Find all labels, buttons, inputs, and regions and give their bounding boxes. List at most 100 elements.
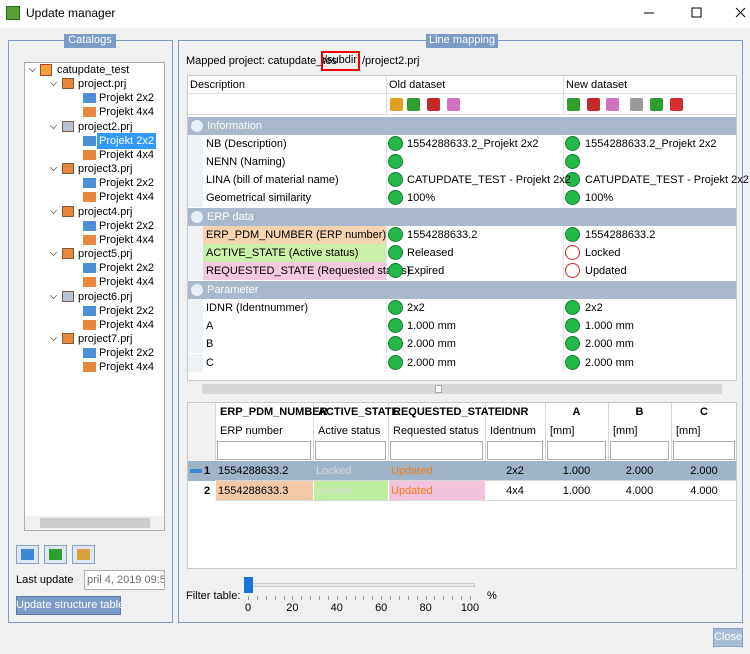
row-description: A bbox=[206, 320, 214, 332]
tree-part[interactable]: Projekt 2x2 bbox=[99, 304, 155, 317]
close-button[interactable] bbox=[713, 628, 743, 647]
status-ok-icon bbox=[565, 190, 580, 205]
group-collapse[interactable] bbox=[191, 211, 203, 223]
action-icon[interactable] bbox=[587, 98, 600, 111]
maximize-button[interactable] bbox=[691, 7, 702, 18]
column-filter-input[interactable] bbox=[217, 441, 311, 460]
tree-root[interactable]: catupdate_test bbox=[57, 64, 130, 76]
tree-project[interactable]: project6.prj bbox=[78, 290, 133, 303]
cell-separator bbox=[563, 226, 564, 244]
group-collapse[interactable] bbox=[191, 120, 203, 132]
column-subheader: [mm] bbox=[550, 425, 575, 437]
action-icon[interactable] bbox=[407, 98, 420, 111]
cell-border bbox=[608, 480, 671, 481]
cell-separator bbox=[386, 335, 387, 353]
column-separator bbox=[313, 403, 314, 501]
column-subheader: Requested status bbox=[393, 425, 479, 437]
table-cell: 1.000 bbox=[562, 465, 591, 477]
tree-project[interactable]: project7.prj bbox=[78, 333, 133, 345]
app-icon bbox=[6, 6, 20, 20]
tree-part[interactable]: Projekt 2x2 bbox=[99, 347, 155, 359]
new-value: Updated bbox=[585, 265, 627, 277]
slider-tick bbox=[345, 596, 347, 600]
column-filter-input[interactable] bbox=[390, 441, 483, 460]
cell-separator bbox=[563, 153, 564, 171]
part-icon bbox=[83, 149, 96, 160]
cell-border bbox=[313, 480, 388, 481]
slider-tick-label: 0 bbox=[244, 602, 252, 614]
action-icon[interactable] bbox=[567, 98, 580, 111]
tree-part[interactable]: Projekt 4x4 bbox=[99, 191, 155, 203]
tree-project[interactable]: project3.prj bbox=[78, 163, 133, 175]
action-icon[interactable] bbox=[427, 98, 440, 111]
tree-part[interactable]: Projekt 4x4 bbox=[99, 233, 155, 246]
tree-part[interactable]: Projekt 2x2 bbox=[97, 132, 157, 149]
action-icon[interactable] bbox=[650, 98, 663, 111]
column-filter-input[interactable] bbox=[673, 441, 735, 460]
cell-separator bbox=[563, 171, 564, 189]
cell-border bbox=[485, 500, 545, 501]
row-description: REQUESTED_STATE (Requested status) bbox=[206, 265, 411, 277]
column-header: ACTIVE_STATE bbox=[318, 406, 399, 418]
group-collapse[interactable] bbox=[191, 284, 203, 296]
tree-project[interactable]: project2.prj bbox=[78, 120, 133, 133]
tree-project[interactable]: project5.prj bbox=[78, 248, 133, 260]
tree-part[interactable]: Projekt 4x4 bbox=[99, 106, 155, 118]
selected-row[interactable] bbox=[188, 461, 736, 481]
action-icon[interactable] bbox=[670, 98, 683, 111]
tree-part[interactable]: Projekt 4x4 bbox=[99, 361, 155, 373]
row-description: B bbox=[206, 338, 214, 350]
column-filter-input[interactable] bbox=[547, 441, 606, 460]
status-ok-icon bbox=[565, 227, 580, 242]
tree-project[interactable]: project4.prj bbox=[78, 205, 133, 218]
tree-part[interactable]: Projekt 2x2 bbox=[99, 262, 155, 274]
tree-scroll-thumb[interactable] bbox=[40, 518, 150, 528]
column-filter-input[interactable] bbox=[315, 441, 386, 460]
cell-separator bbox=[386, 171, 387, 189]
slider-tick bbox=[390, 596, 392, 600]
tree-part[interactable]: Projekt 4x4 bbox=[99, 148, 155, 161]
column-subheader: ERP number bbox=[220, 425, 283, 437]
line-mapping-title: Line mapping bbox=[428, 34, 496, 46]
row-left-margin bbox=[188, 262, 203, 280]
new-value: 1554288633.2 bbox=[585, 229, 656, 241]
slider-thumb[interactable] bbox=[244, 577, 253, 593]
column-header: Description bbox=[190, 79, 246, 91]
status-ok-icon bbox=[565, 136, 580, 151]
tree-part[interactable]: Projekt 4x4 bbox=[99, 276, 155, 288]
new-value: Locked bbox=[585, 247, 621, 259]
slider-tick bbox=[310, 596, 312, 600]
column-filter-input[interactable] bbox=[610, 441, 669, 460]
new-value: CATUPDATE_TEST - Projekt 2x2 bbox=[585, 174, 749, 186]
status-ok-icon bbox=[388, 336, 403, 351]
tree-part[interactable]: Projekt 4x4 bbox=[99, 318, 155, 331]
row-description: NENN (Naming) bbox=[206, 156, 286, 168]
tree-project[interactable]: project.prj bbox=[78, 78, 127, 90]
row-left-margin bbox=[188, 153, 203, 171]
close-window-button[interactable] bbox=[735, 7, 746, 18]
cell-separator bbox=[386, 226, 387, 244]
slider-tick bbox=[301, 596, 303, 600]
mapping-hscroll-thumb[interactable] bbox=[202, 384, 722, 394]
slider-tick bbox=[248, 596, 249, 600]
column-filter-input[interactable] bbox=[487, 441, 543, 460]
column-separator bbox=[671, 403, 672, 501]
slider-tick bbox=[416, 596, 418, 600]
old-value: 2.000 mm bbox=[407, 357, 456, 369]
old-value: 1.000 mm bbox=[407, 320, 456, 332]
tree-part[interactable]: Projekt 2x2 bbox=[99, 92, 155, 104]
tree-part[interactable]: Projekt 2x2 bbox=[99, 219, 155, 232]
status-ok-icon bbox=[388, 227, 403, 242]
update-structure-button[interactable] bbox=[16, 596, 121, 615]
old-value: 2x2 bbox=[407, 302, 425, 314]
part-icon bbox=[83, 135, 96, 146]
column-separator bbox=[485, 403, 486, 501]
cell-separator bbox=[386, 262, 387, 280]
action-icon[interactable] bbox=[630, 98, 643, 111]
action-icon[interactable] bbox=[447, 98, 460, 111]
action-icon[interactable] bbox=[606, 98, 619, 111]
action-icon[interactable] bbox=[390, 98, 403, 111]
window-title: Update manager bbox=[26, 6, 116, 20]
tree-part[interactable]: Projekt 2x2 bbox=[99, 177, 155, 189]
slider-tick bbox=[292, 596, 294, 600]
